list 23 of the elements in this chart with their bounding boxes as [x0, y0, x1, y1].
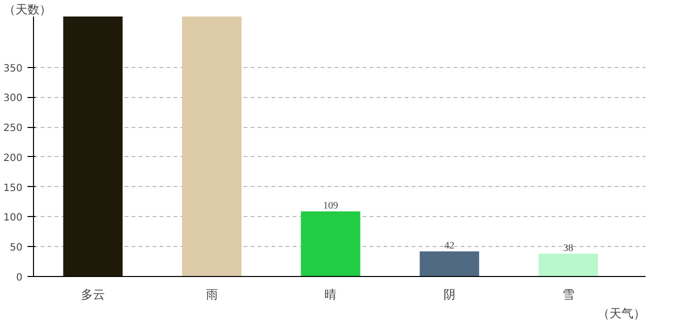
x-tick-label: 晴	[324, 288, 337, 302]
y-tick-label: 250	[3, 123, 23, 134]
data-label: 42	[444, 240, 454, 252]
bar	[182, 16, 242, 276]
y-tick-label: 350	[3, 63, 23, 74]
data-label: 109	[323, 200, 338, 212]
bar	[63, 16, 123, 276]
x-tick-label: 多云	[80, 288, 105, 302]
y-tick-label: 50	[10, 242, 23, 254]
bar	[300, 211, 360, 276]
data-label: 38	[563, 242, 574, 254]
y-axis-title: （天数）	[4, 2, 52, 16]
x-tick-label: 阴	[443, 288, 456, 302]
x-axis-title: （天气）	[598, 306, 646, 320]
x-tick-label: 雨	[206, 288, 218, 302]
bar	[420, 251, 480, 276]
y-tick-label: 100	[3, 212, 23, 224]
y-tick-label: 300	[3, 93, 23, 104]
y-tick-label: 0	[16, 272, 23, 284]
y-tick-label: 150	[3, 182, 23, 194]
bar	[538, 254, 598, 276]
y-tick-label: 200	[3, 152, 23, 164]
x-tick-label: 雪	[562, 288, 574, 302]
